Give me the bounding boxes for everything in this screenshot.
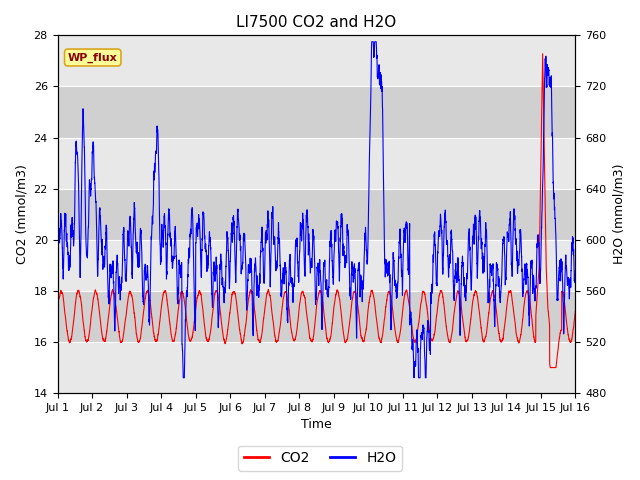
X-axis label: Time: Time	[301, 419, 332, 432]
Y-axis label: CO2 (mmol/m3): CO2 (mmol/m3)	[15, 164, 28, 264]
Y-axis label: H2O (mmol/m3): H2O (mmol/m3)	[612, 164, 625, 264]
Bar	[58, 86, 575, 138]
Legend: CO2, H2O: CO2, H2O	[238, 445, 402, 471]
Bar	[58, 291, 575, 342]
Text: WP_flux: WP_flux	[68, 52, 118, 63]
Bar	[58, 189, 575, 240]
Title: LI7500 CO2 and H2O: LI7500 CO2 and H2O	[236, 15, 397, 30]
